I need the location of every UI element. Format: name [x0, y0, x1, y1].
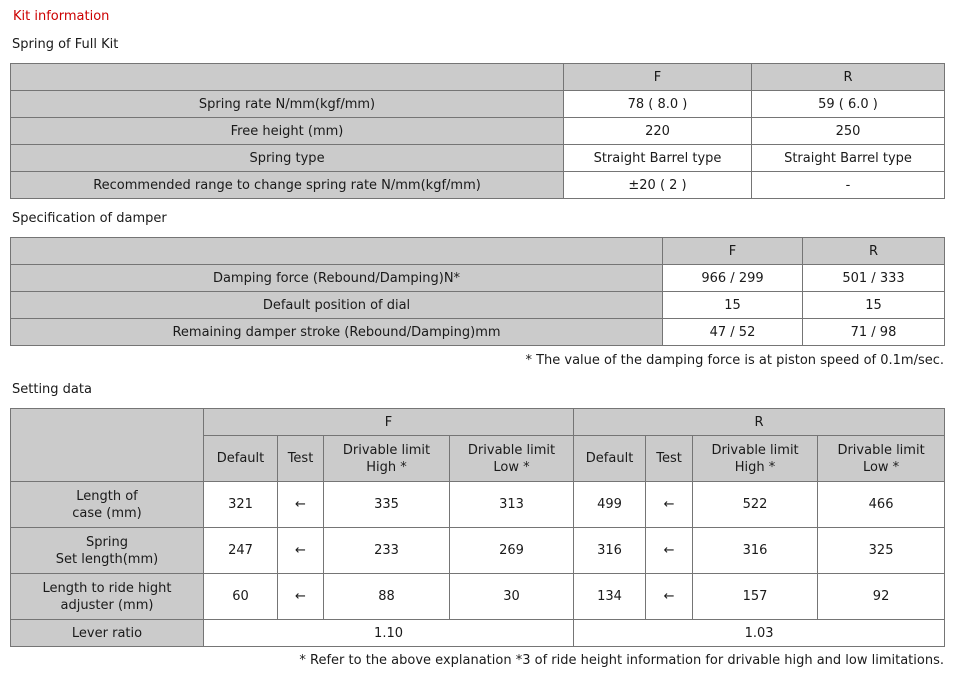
row-label-length-of-case: Length of case (mm): [10, 481, 204, 528]
cell-adjuster-f-default: 60: [203, 573, 278, 620]
cell-remaining-stroke-f: 47 / 52: [662, 318, 803, 346]
spring-col-header-r: R: [751, 63, 945, 91]
subheader-f-test: Test: [277, 435, 324, 482]
cell-setlen-r-default: 316: [573, 527, 647, 574]
setting-data-table: F R Default Test Drivable limit High * D…: [10, 408, 946, 647]
cell-free-height-r: 250: [751, 117, 945, 145]
cell-spring-rate-f: 78 ( 8.0 ): [563, 90, 752, 118]
cell-adjuster-f-high: 88: [323, 573, 450, 620]
subheader-r-test: Test: [645, 435, 694, 482]
left-arrow-icon: ←: [645, 573, 694, 620]
cell-remaining-stroke-r: 71 / 98: [802, 318, 945, 346]
setting-row-lever-ratio: Lever ratio 1.10 1.03: [10, 619, 946, 647]
cell-lever-ratio-f: 1.10: [202, 619, 575, 647]
cell-free-height-f: 220: [563, 117, 752, 145]
spring-section-heading: Spring of Full Kit: [12, 37, 119, 52]
cell-setlen-f-low: 269: [448, 527, 575, 574]
subheader-r-default: Default: [573, 435, 647, 482]
damper-section-heading: Specification of damper: [12, 211, 167, 226]
setting-sub-header-row: Default Test Drivable limit High * Driva…: [11, 435, 946, 482]
cell-case-f-high: 335: [323, 481, 450, 528]
damper-corner-cell: [10, 237, 663, 265]
setting-group-header-row: F R: [10, 408, 946, 482]
spring-col-header-f: F: [563, 63, 752, 91]
cell-damping-force-r: 501 / 333: [802, 264, 945, 292]
spring-table: F R Spring rate N/mm(kgf/mm) 78 ( 8.0 ) …: [10, 63, 945, 199]
left-arrow-icon: ←: [277, 481, 324, 528]
subheader-r-drivable-high: Drivable limit High *: [692, 435, 819, 482]
cell-dial-position-r: 15: [802, 291, 945, 319]
setting-group-header-f: F: [202, 408, 575, 436]
cell-case-r-high: 522: [692, 481, 819, 528]
spring-corner-cell: [10, 63, 564, 91]
page-title: Kit information: [13, 9, 110, 24]
row-label-spring-type: Spring type: [10, 144, 564, 172]
cell-lever-ratio-r: 1.03: [573, 619, 946, 647]
left-arrow-icon: ←: [645, 481, 694, 528]
subheader-f-drivable-high: Drivable limit High *: [323, 435, 450, 482]
cell-damping-force-f: 966 / 299: [662, 264, 803, 292]
subheader-r-drivable-low: Drivable limit Low *: [817, 435, 946, 482]
cell-setlen-r-high: 316: [692, 527, 819, 574]
cell-adjuster-r-high: 157: [692, 573, 819, 620]
table-row: Recommended range to change spring rate …: [10, 171, 945, 199]
cell-recommended-range-f: ±20 ( 2 ): [563, 171, 752, 199]
cell-adjuster-r-default: 134: [573, 573, 647, 620]
cell-case-f-default: 321: [203, 481, 278, 528]
subheader-f-default: Default: [203, 435, 278, 482]
setting-row-length-of-case: Length of case (mm) 321 ← 335 313 499 ← …: [10, 481, 946, 528]
left-arrow-icon: ←: [645, 527, 694, 574]
row-label-dial-position: Default position of dial: [10, 291, 663, 319]
cell-adjuster-f-low: 30: [448, 573, 575, 620]
subheader-f-drivable-low: Drivable limit Low *: [448, 435, 575, 482]
cell-case-f-low: 313: [448, 481, 575, 528]
setting-section-heading: Setting data: [12, 382, 92, 397]
damper-col-header-f: F: [662, 237, 803, 265]
table-row: Default position of dial 15 15: [10, 291, 945, 319]
cell-setlen-f-default: 247: [203, 527, 278, 574]
row-label-free-height: Free height (mm): [10, 117, 564, 145]
damper-col-header-r: R: [802, 237, 945, 265]
row-label-lever-ratio: Lever ratio: [10, 619, 204, 647]
row-label-damping-force: Damping force (Rebound/Damping)N*: [10, 264, 663, 292]
cell-dial-position-f: 15: [662, 291, 803, 319]
ride-height-note: * Refer to the above explanation *3 of r…: [299, 653, 944, 668]
row-label-spring-set-length: Spring Set length(mm): [10, 527, 204, 574]
left-arrow-icon: ←: [277, 573, 324, 620]
cell-spring-rate-r: 59 ( 6.0 ): [751, 90, 945, 118]
cell-recommended-range-r: -: [751, 171, 945, 199]
table-row: Spring type Straight Barrel type Straigh…: [10, 144, 945, 172]
cell-setlen-f-high: 233: [323, 527, 450, 574]
table-row: Damping force (Rebound/Damping)N* 966 / …: [10, 264, 945, 292]
cell-spring-type-f: Straight Barrel type: [563, 144, 752, 172]
spring-header-row: F R: [10, 63, 945, 91]
cell-case-r-low: 466: [817, 481, 946, 528]
setting-corner-cell: [10, 408, 204, 482]
setting-row-spring-set-length: Spring Set length(mm) 247 ← 233 269 316 …: [10, 527, 946, 574]
table-row: Remaining damper stroke (Rebound/Damping…: [10, 318, 945, 346]
cell-adjuster-r-low: 92: [817, 573, 946, 620]
row-label-spring-rate: Spring rate N/mm(kgf/mm): [10, 90, 564, 118]
table-row: Free height (mm) 220 250: [10, 117, 945, 145]
damper-table: F R Damping force (Rebound/Damping)N* 96…: [10, 237, 945, 346]
damping-force-note: * The value of the damping force is at p…: [525, 353, 944, 368]
cell-case-r-default: 499: [573, 481, 647, 528]
setting-row-ride-height-adjuster: Length to ride hight adjuster (mm) 60 ← …: [10, 573, 946, 620]
cell-setlen-r-low: 325: [817, 527, 946, 574]
left-arrow-icon: ←: [277, 527, 324, 574]
row-label-remaining-stroke: Remaining damper stroke (Rebound/Damping…: [10, 318, 663, 346]
damper-header-row: F R: [10, 237, 945, 265]
row-label-ride-height-adjuster: Length to ride hight adjuster (mm): [10, 573, 204, 620]
setting-group-header-r: R: [573, 408, 946, 436]
cell-spring-type-r: Straight Barrel type: [751, 144, 945, 172]
table-row: Spring rate N/mm(kgf/mm) 78 ( 8.0 ) 59 (…: [10, 90, 945, 118]
row-label-recommended-range: Recommended range to change spring rate …: [10, 171, 564, 199]
